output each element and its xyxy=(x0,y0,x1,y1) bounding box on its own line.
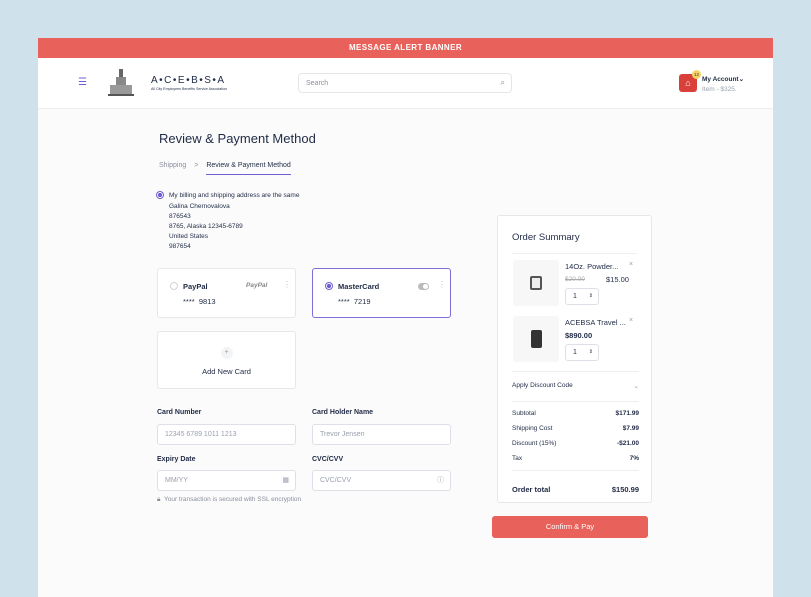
summary-rows: Subtotal $171.99 Shipping Cost $7.99 Disco… xyxy=(512,410,639,502)
card-number-input[interactable]: 12345 6789 1011 1213 xyxy=(157,424,296,445)
masked-number: **** 9813 xyxy=(183,297,216,306)
paypal-logo-icon: PayPal xyxy=(246,282,268,289)
address-line: 987654 xyxy=(169,243,191,250)
payment-card-paypal[interactable]: PayPal PayPal ⋮ **** 9813 xyxy=(157,268,296,318)
secure-note: 🔒︎ Your transaction is secured with SSL … xyxy=(157,496,302,503)
item-price: $890.00 xyxy=(565,331,593,340)
cvc-input[interactable]: CVC/CVV ⓘ xyxy=(312,470,451,491)
search-icon[interactable]: ⌕ xyxy=(500,78,505,87)
item-name[interactable]: 14Oz. Powder... xyxy=(565,262,619,271)
item-price: $15.00 xyxy=(606,275,629,284)
account-label: My Account xyxy=(702,76,739,83)
card-number-label: Card Number xyxy=(157,409,202,416)
holder-name-input[interactable]: Trevor Jensen xyxy=(312,424,451,445)
summary-row: Shipping Cost $7.99 xyxy=(512,425,639,432)
cart-count-badge: 12 xyxy=(692,70,701,79)
billing-address: Galina Chernovalova 876543 8765, Alaska … xyxy=(169,202,243,252)
holder-name-label: Card Holder Name xyxy=(312,409,374,416)
default-toggle[interactable] xyxy=(418,283,429,290)
brand-name: A•C•E•B•S•A xyxy=(151,75,226,86)
search-placeholder: Search xyxy=(306,80,329,87)
breadcrumb: Shipping > Review & Payment Method xyxy=(159,162,291,175)
address-line: 8765, Alaska 12345-6789 xyxy=(169,223,243,230)
more-options-icon[interactable]: ⋮ xyxy=(283,280,291,289)
confirm-pay-button[interactable]: Confirm & Pay xyxy=(492,516,648,538)
payment-name: MasterCard xyxy=(338,282,380,291)
city-hall-logo-icon xyxy=(108,69,134,96)
summary-row: Tax 7% xyxy=(512,455,639,462)
address-line: Galina Chernovalova xyxy=(169,203,230,210)
quantity-stepper[interactable]: 1 ⇕ xyxy=(565,288,599,305)
plus-icon: + xyxy=(220,347,233,359)
search-input[interactable]: Search ⌕ xyxy=(298,73,512,93)
breadcrumb-review[interactable]: Review & Payment Method xyxy=(206,162,291,175)
help-icon[interactable]: ⓘ xyxy=(437,477,444,484)
expiry-input[interactable]: MM/YY ▦ xyxy=(157,470,296,491)
brand-tagline: All City Employees Benefits Service Asso… xyxy=(151,87,228,91)
remove-item-icon[interactable]: × xyxy=(629,317,634,324)
remove-item-icon[interactable]: × xyxy=(629,261,634,268)
cart-button[interactable]: ⌂ 12 xyxy=(679,70,701,92)
chevron-down-icon: ⌄ xyxy=(738,76,745,83)
cvc-label: CVC/CVV xyxy=(312,456,344,463)
breadcrumb-shipping[interactable]: Shipping xyxy=(159,162,187,169)
page-title: Review & Payment Method xyxy=(159,131,316,146)
item-name[interactable]: ACEBSA Travel ... xyxy=(565,318,626,327)
lock-icon: 🔒︎ xyxy=(157,496,161,503)
summary-row: Discount (15%) -$21.00 xyxy=(512,440,639,447)
page-frame: MESSAGE ALERT BANNER ☰ A•C•E•B•S•A All C… xyxy=(38,38,773,597)
my-account-link[interactable]: My Account⌄ xyxy=(702,75,744,83)
item-old-price: $20.00 xyxy=(565,276,585,283)
paypal-radio[interactable] xyxy=(170,282,178,290)
summary-row: Subtotal $171.99 xyxy=(512,410,639,417)
product-image xyxy=(513,260,559,306)
address-line: United States xyxy=(169,233,209,240)
basket-icon: ⌂ xyxy=(685,78,691,88)
payment-card-mastercard[interactable]: MasterCard ⋮ **** 7219 xyxy=(312,268,451,318)
add-card-label: Add New Card xyxy=(202,367,251,376)
payment-name: PayPal xyxy=(183,282,208,291)
calendar-icon[interactable]: ▦ xyxy=(282,477,289,484)
order-total: Order total $150.99 xyxy=(512,470,639,494)
address-line: 876543 xyxy=(169,213,191,220)
chevron-down-icon: ⌄ xyxy=(633,383,639,390)
same-address-radio[interactable] xyxy=(156,191,164,199)
order-summary: Order Summary 14Oz. Powder... × $20.00 $… xyxy=(497,215,652,503)
summary-title: Order Summary xyxy=(512,232,637,254)
apply-discount-toggle[interactable]: Apply Discount Code ⌄ xyxy=(512,371,639,402)
menu-icon[interactable]: ☰ xyxy=(78,77,87,88)
header: ☰ A•C•E•B•S•A All City Employees Benefit… xyxy=(38,58,773,109)
add-new-card-button[interactable]: + Add New Card xyxy=(157,331,296,389)
account-sub: Item - $325. xyxy=(702,86,737,93)
quantity-stepper[interactable]: 1 ⇕ xyxy=(565,344,599,361)
mastercard-radio[interactable] xyxy=(325,282,333,290)
more-options-icon[interactable]: ⋮ xyxy=(438,280,446,289)
breadcrumb-separator: > xyxy=(194,162,199,169)
masked-number: **** 7219 xyxy=(338,297,371,306)
same-address-label: My billing and shipping address are the … xyxy=(169,192,300,199)
product-image xyxy=(513,316,559,362)
expiry-label: Expiry Date xyxy=(157,456,196,463)
alert-banner: MESSAGE ALERT BANNER xyxy=(38,38,773,58)
